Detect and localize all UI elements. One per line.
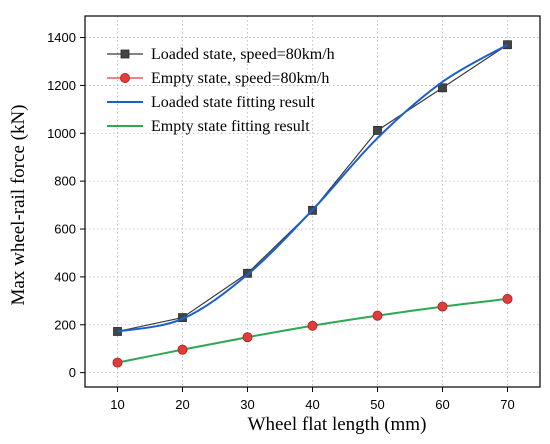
x-tick-label: 20 <box>175 397 189 412</box>
data-point-square <box>438 83 447 93</box>
data-point-circle <box>437 301 448 312</box>
series-3 <box>117 43 508 333</box>
series-layer <box>112 40 513 368</box>
data-point-circle <box>177 344 188 355</box>
legend-swatch-circle <box>120 73 131 84</box>
y-axis-title: Max wheel-rail force (kN) <box>8 105 29 306</box>
data-point-circle <box>307 320 318 331</box>
legend-label: Loaded state, speed=80km/h <box>151 46 335 63</box>
legend-label: Empty state fitting result <box>151 118 310 135</box>
series-2 <box>112 293 513 368</box>
y-tick-label: 0 <box>69 365 76 380</box>
data-point-circle <box>242 332 253 343</box>
x-tick-label: 60 <box>435 397 449 412</box>
legend-item-1: Loaded state, speed=80km/h <box>107 46 335 63</box>
y-tick-label: 600 <box>54 222 76 237</box>
y-tick-label: 1200 <box>47 78 76 93</box>
y-tick-label: 1400 <box>47 30 76 45</box>
y-tick-label: 200 <box>54 317 76 332</box>
x-tick-label: 30 <box>240 397 254 412</box>
legend-item-2: Empty state, speed=80km/h <box>107 70 329 87</box>
y-tick-label: 1000 <box>47 126 76 141</box>
legend: Loaded state, speed=80km/h Empty state, s… <box>107 46 335 135</box>
x-tick-label: 50 <box>370 397 384 412</box>
legend-item-4: Empty state fitting result <box>107 118 310 135</box>
y-tick-label: 800 <box>54 174 76 189</box>
data-point-circle <box>112 357 123 368</box>
x-tick-label: 70 <box>500 397 514 412</box>
x-axis-ticks: 10 20 30 40 50 60 70 <box>110 387 515 412</box>
data-point-circle <box>372 310 383 321</box>
data-point-square <box>373 126 382 135</box>
y-axis-ticks: 0 200 400 600 800 1000 1200 1400 <box>47 30 85 380</box>
legend-item-3: Loaded state fitting result <box>107 94 316 111</box>
x-tick-label: 40 <box>305 397 319 412</box>
y-tick-label: 400 <box>54 269 76 284</box>
legend-label: Loaded state fitting result <box>151 94 316 111</box>
x-axis-title: Wheel flat length (mm) <box>248 414 427 435</box>
legend-swatch-square <box>120 49 130 59</box>
series-curve <box>117 43 508 333</box>
data-point-circle <box>502 293 513 304</box>
x-tick-label: 10 <box>110 397 124 412</box>
legend-label: Empty state, speed=80km/h <box>151 70 329 87</box>
